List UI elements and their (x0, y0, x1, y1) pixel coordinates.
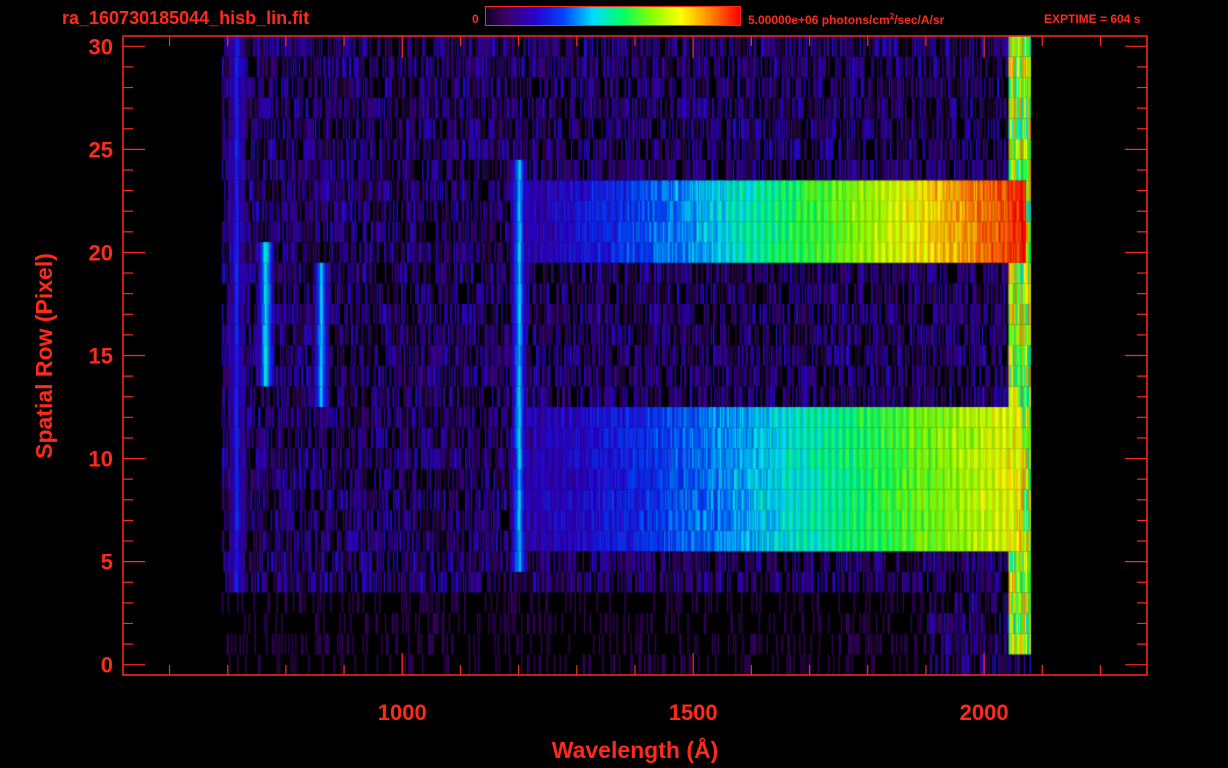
x-tick-label: 1000 (378, 700, 427, 725)
file-title: ra_160730185044_hisb_lin.fit (62, 8, 310, 28)
x-tick-labels: 1000 1500 2000 (378, 700, 1009, 725)
y-tick-label: 10 (89, 447, 113, 472)
y-tick-label: 0 (101, 653, 113, 678)
y-tick-label: 25 (89, 137, 113, 162)
y-tick-label: 15 (89, 344, 113, 369)
x-tick-label: 1500 (669, 700, 718, 725)
colorbar-min-label: 0 (472, 12, 479, 26)
exptime-label: EXPTIME = 604 s (1044, 12, 1141, 26)
y-tick-labels: 0 5 10 15 20 25 30 (89, 34, 113, 677)
y-tick-label: 20 (89, 240, 113, 265)
y-tick-label: 30 (89, 34, 113, 59)
y-tick-label: 5 (101, 550, 113, 575)
heatmap-image (123, 36, 1147, 675)
y-axis-label: Spatial Row (Pixel) (31, 253, 57, 459)
colorbar-max-label: 5.00000e+06 photons/cm2/sec/A/sr (748, 12, 945, 27)
axis-ticks (123, 36, 1147, 675)
colorbar (485, 6, 741, 26)
x-tick-label: 2000 (960, 700, 1009, 725)
x-axis-label: Wavelength (Å) (552, 736, 719, 763)
